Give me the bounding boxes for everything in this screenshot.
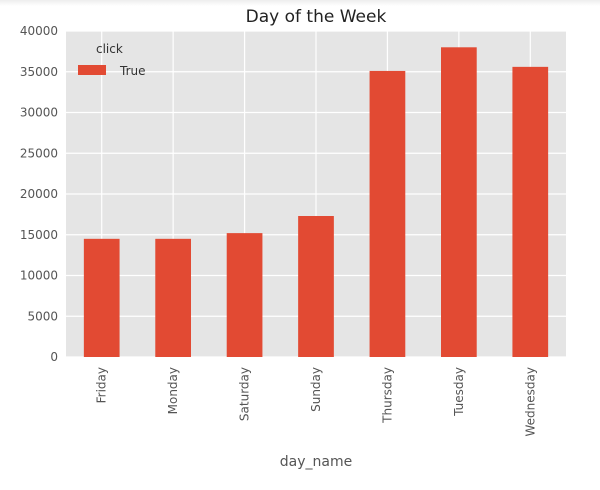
legend-swatch bbox=[78, 65, 106, 75]
y-axis-ticks: 0 5000 10000 15000 20000 25000 30000 35000 40000 bbox=[20, 24, 58, 364]
legend: click True bbox=[78, 42, 146, 78]
bar-monday bbox=[155, 238, 191, 357]
x-tick-label: Tuesday bbox=[452, 367, 466, 417]
legend-title: click bbox=[96, 42, 123, 56]
bar-saturday bbox=[226, 233, 263, 357]
top-edge-shadow bbox=[0, 0, 600, 6]
chart-title: Day of the Week bbox=[246, 7, 387, 27]
x-axis-label: day_name bbox=[280, 454, 352, 470]
y-tick-label: 0 bbox=[50, 350, 58, 364]
x-axis-ticks: Friday Monday Saturday Sunday Thursday Tuesda… bbox=[95, 367, 538, 436]
y-tick-label: 25000 bbox=[20, 146, 58, 160]
bar-thursday bbox=[369, 70, 406, 357]
x-tick-label: Thursday bbox=[380, 367, 394, 424]
y-tick-label: 5000 bbox=[27, 309, 58, 323]
x-tick-label: Wednesday bbox=[523, 367, 537, 436]
y-tick-label: 10000 bbox=[20, 269, 58, 283]
bar-friday bbox=[83, 238, 120, 357]
y-tick-label: 20000 bbox=[20, 187, 58, 201]
bars bbox=[83, 47, 549, 358]
x-tick-label: Friday bbox=[95, 367, 109, 403]
bar-tuesday bbox=[441, 47, 477, 358]
y-tick-label: 40000 bbox=[20, 24, 58, 38]
x-tick-label: Sunday bbox=[309, 367, 323, 412]
y-tick-label: 35000 bbox=[20, 65, 58, 79]
bar-sunday bbox=[298, 216, 334, 357]
bar-wednesday bbox=[512, 66, 549, 358]
y-tick-label: 30000 bbox=[20, 106, 58, 120]
legend-entry-label: True bbox=[119, 64, 146, 78]
y-tick-label: 15000 bbox=[20, 228, 58, 242]
x-tick-label: Saturday bbox=[238, 367, 252, 421]
x-tick-label: Monday bbox=[166, 367, 180, 414]
